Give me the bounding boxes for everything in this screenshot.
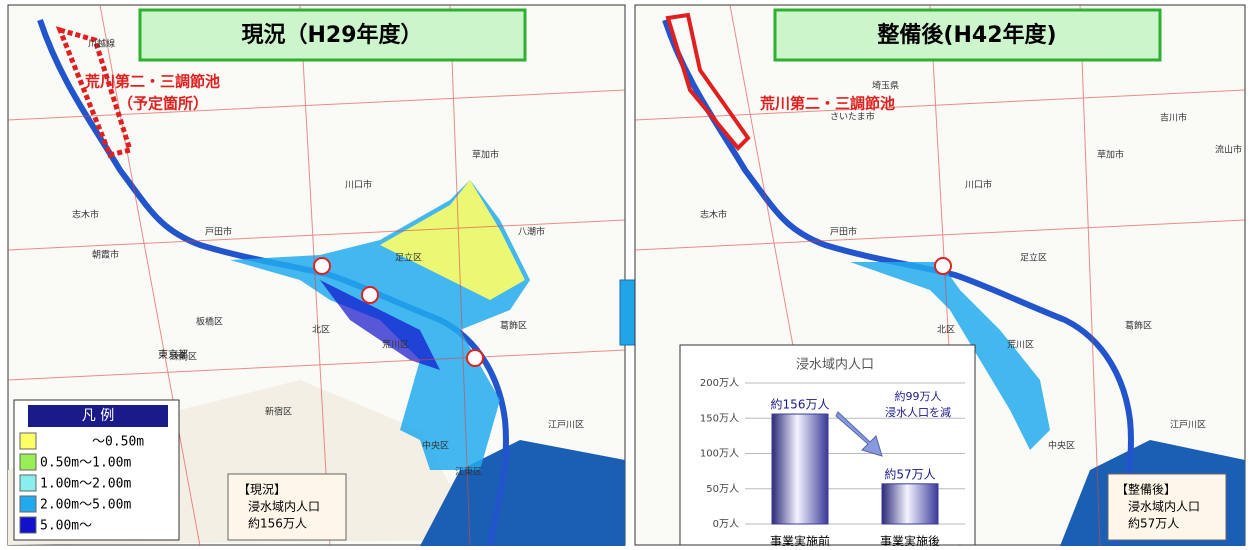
place-label: 江戸川区 (548, 420, 584, 431)
place-label: 草加市 (1097, 149, 1124, 161)
y-tick-label: 100万人 (700, 448, 739, 460)
place-label: 板橋区 (196, 316, 223, 328)
legend-swatch (20, 475, 36, 491)
panel-title: 整備後(H42年度) (877, 22, 1056, 48)
place-label: 志木市 (700, 209, 727, 221)
legend-label: 0.50m～1.00m (40, 456, 131, 471)
page: 現況（H29年度） 荒川第二・三調節池 （予定箇所） 川越線 志木市 朝霞市 戸… (0, 0, 1250, 546)
legend-label: 2.00m～5.00m (40, 498, 131, 513)
place-label: 川口市 (345, 179, 372, 191)
legend-swatch (20, 496, 36, 512)
legend-label: ～0.50m (92, 435, 144, 450)
place-label: 北区 (312, 325, 330, 336)
y-tick-label: 50万人 (706, 483, 739, 495)
place-label: 足立区 (1020, 252, 1047, 264)
place-label: 朝霞市 (92, 249, 119, 261)
info-text: 【現況】 (238, 482, 286, 497)
place-label: 足立区 (395, 252, 422, 264)
place-label: 中央区 (1048, 440, 1075, 452)
place-label: 川越線 (88, 38, 115, 50)
legend-label: 1.00m～2.00m (40, 477, 131, 492)
place-label: 吉川市 (1160, 112, 1187, 124)
legend: 凡 例 ～0.50m 0.50m～1.00m 1.00m～2.00m 2.00m～5.… (14, 400, 179, 540)
legend-swatch (20, 433, 36, 449)
chart-title: 浸水域内人口 (796, 357, 874, 373)
bar (772, 414, 828, 524)
chart-annotation: 浸水人口を減 (885, 405, 951, 419)
legend-title: 凡 例 (82, 408, 114, 424)
place-label: 葛飾区 (1125, 320, 1152, 332)
panel-title: 現況（H29年度） (241, 22, 422, 48)
y-tick-label: 200万人 (700, 377, 739, 389)
inset-chart: 浸水域内人口 0万人 50万人 100万人 150万人 200万人約156万人事業実施前… (680, 345, 975, 546)
place-label: 埼玉県 (872, 80, 899, 92)
value-label: 約156万人 (771, 397, 830, 412)
info-text: 約57万人 (1128, 516, 1179, 531)
left-map: 現況（H29年度） 荒川第二・三調節池 （予定箇所） 川越線 志木市 朝霞市 戸… (8, 5, 625, 546)
place-label: 川口市 (965, 179, 992, 191)
place-label: 八潮市 (518, 226, 545, 238)
place-label: 北区 (937, 325, 955, 336)
place-label: 中央区 (422, 440, 449, 452)
place-label: 志木市 (72, 209, 99, 221)
bar (882, 484, 938, 524)
annotation: 荒川第二・三調節池 (85, 73, 220, 91)
place-label: 荒川区 (382, 340, 409, 351)
place-label: 戸田市 (205, 226, 232, 238)
value-label: 約57万人 (884, 466, 935, 481)
x-tick-label: 事業実施前 (770, 534, 830, 547)
x-tick-label: 事業実施後 (880, 534, 940, 547)
info-text: 浸水域内人口 (1128, 500, 1200, 514)
place-label: 戸田市 (830, 226, 857, 238)
chart-annotation: 約99万人 (895, 389, 942, 403)
place-label: 江戸川区 (1170, 420, 1206, 431)
info-text: 浸水域内人口 (248, 500, 320, 514)
place-label: 江東区 (455, 466, 482, 478)
info-text: 【整備後】 (1116, 482, 1176, 497)
place-label: 新宿区 (265, 406, 292, 418)
place-label: 葛飾区 (500, 320, 527, 332)
legend-swatch (20, 454, 36, 470)
place-label: 流山市 (1215, 144, 1242, 156)
place-label: 東京都 (158, 348, 188, 361)
annotation: （予定箇所） (118, 95, 208, 113)
legend-label: 5.00m～ (40, 519, 92, 534)
legend-swatch (20, 517, 36, 533)
info-text: 約156万人 (248, 516, 307, 531)
place-label: 荒川区 (1007, 340, 1034, 351)
annotation: 荒川第二・三調節池 (760, 95, 895, 113)
y-tick-label: 0万人 (713, 518, 739, 530)
y-tick-label: 150万人 (700, 412, 739, 424)
place-label: 草加市 (472, 149, 499, 161)
place-label: さいたま市 (830, 111, 875, 123)
screen: 現況（H29年度） 荒川第二・三調節池 （予定箇所） 川越線 志木市 朝霞市 戸… (0, 0, 1250, 546)
